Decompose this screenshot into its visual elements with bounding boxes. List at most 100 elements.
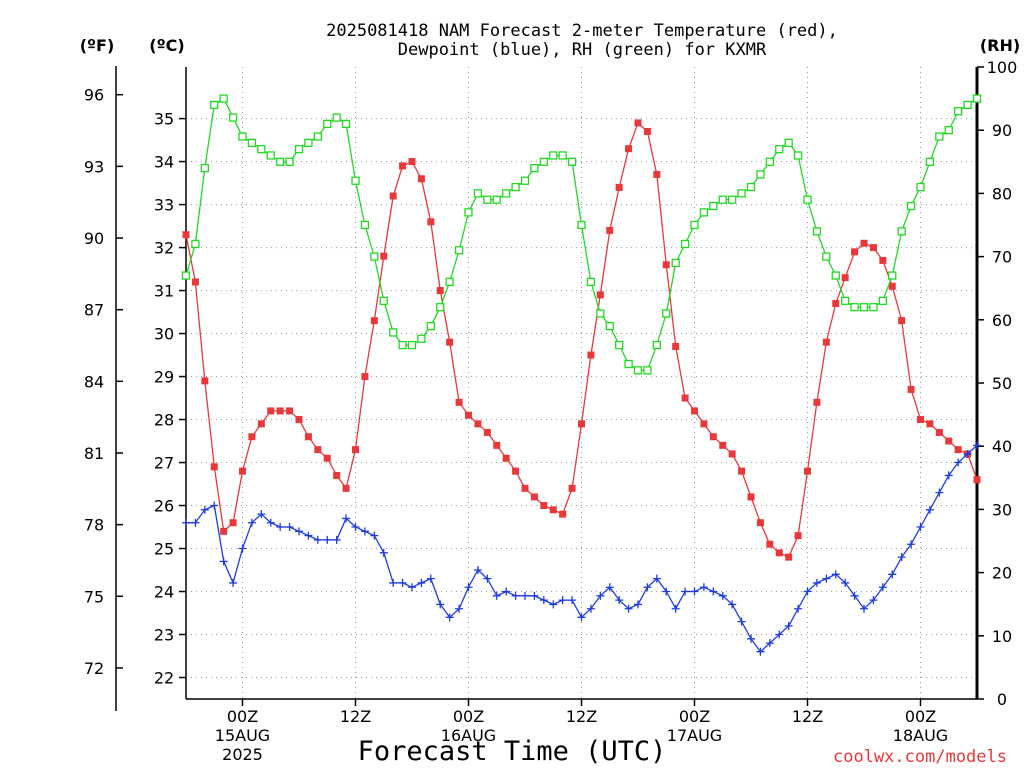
temperature-point (681, 394, 689, 402)
temperature-point (747, 493, 755, 501)
rh-point (445, 277, 454, 287)
temperature-point (333, 471, 341, 479)
dewpoint-point (247, 518, 256, 527)
dewpoint-point (568, 596, 577, 605)
dewpoint-point (464, 583, 473, 592)
rh-point (313, 132, 322, 141)
rh-point (294, 145, 304, 154)
rh-point (897, 227, 906, 236)
rh-point (699, 208, 709, 217)
dewpoint-point (728, 600, 737, 609)
rh-point (360, 220, 370, 230)
temperature-point (879, 256, 887, 264)
rh-point (841, 296, 850, 305)
dewpoint-point (257, 510, 266, 519)
temperature-point (427, 218, 435, 226)
dewpoint-point (935, 488, 944, 497)
rh-point (869, 303, 878, 312)
dewpoint-point (869, 596, 878, 605)
rh-point (539, 157, 548, 166)
temperature-point (540, 502, 548, 510)
dewpoint-point (332, 535, 341, 544)
dewpoint-point (238, 544, 247, 553)
temperature-point (229, 519, 237, 527)
fahrenheit-tick-label: 75 (84, 587, 104, 606)
temperature-point (804, 467, 811, 475)
rh-point (577, 220, 586, 230)
temperature-point (210, 463, 218, 471)
temperature-point (417, 175, 425, 183)
dewpoint-point (313, 535, 322, 544)
rh-point (709, 201, 718, 211)
dewpoint-point (389, 578, 398, 587)
rh-point (662, 309, 671, 318)
temperature-point (756, 519, 764, 527)
temperature-point (436, 287, 444, 295)
rh-tick-label: 30 (992, 500, 1012, 519)
fahrenheit-tick-label: 96 (84, 86, 104, 105)
fahrenheit-tick-label: 90 (84, 229, 104, 248)
temperature-point (907, 385, 915, 393)
dewpoint-point (897, 553, 906, 562)
rh-point (605, 321, 614, 331)
rh-point (803, 195, 812, 204)
temperature-point (587, 351, 595, 359)
rh-point (219, 94, 228, 103)
fahrenheit-tick-label: 84 (84, 372, 104, 391)
temperature-series-line (185, 121, 978, 558)
temperature-point (295, 416, 303, 424)
rh-point (916, 182, 925, 192)
rh-point (680, 239, 690, 249)
dewpoint-point (812, 578, 821, 587)
dewpoint-point (483, 574, 492, 583)
rh-point (793, 151, 803, 160)
x-tick-label: 00Z (453, 707, 484, 726)
dewpoint-point (624, 604, 633, 613)
dewpoint-point (370, 531, 379, 540)
dewpoint-point (718, 591, 727, 600)
dewpoint-point (775, 630, 784, 639)
temperature-point (239, 467, 246, 475)
celsius-tick-label: 31 (154, 282, 174, 301)
temperature-point (455, 398, 463, 406)
temperature-point (615, 183, 623, 191)
temperature-point (869, 244, 877, 252)
dewpoint-point (360, 527, 369, 536)
temperature-point (738, 467, 746, 475)
rh-tick-label: 90 (992, 121, 1012, 140)
rh-point (398, 340, 407, 350)
dewpoint-point (803, 587, 812, 596)
source-credit: coolwx.com/models (833, 747, 1007, 767)
rh-point (332, 113, 341, 122)
temperature-point (502, 454, 510, 462)
dewpoint-point (455, 604, 464, 613)
temperature-point (549, 506, 557, 514)
dewpoint-point (850, 591, 859, 600)
rh-point (492, 195, 501, 204)
rh-point (906, 201, 916, 211)
rh-point (756, 170, 765, 179)
rh-point (200, 163, 209, 173)
dewpoint-point (323, 535, 332, 544)
dewpoint-point (295, 527, 303, 536)
rh-point (643, 366, 652, 375)
fahrenheit-tick-label: 87 (84, 301, 104, 320)
rh-point (718, 195, 727, 204)
temperature-point (465, 411, 472, 419)
dewpoint-point (586, 604, 595, 613)
temperature-point (342, 484, 350, 492)
dewpoint-point (794, 604, 803, 613)
dewpoint-point (342, 514, 351, 523)
temperature-point (719, 441, 727, 449)
rh-tick-label: 20 (992, 564, 1012, 583)
rh-point (925, 157, 935, 166)
rh-tick-label: 50 (992, 374, 1012, 393)
temperature-point (182, 231, 190, 239)
x-tick-day-label: 16AUG (441, 726, 496, 745)
rh-point (417, 334, 426, 343)
rh-point (351, 176, 360, 185)
rh-tick-label: 100 (987, 58, 1018, 77)
x-tick-label: 00Z (679, 707, 710, 726)
dewpoint-point (398, 578, 407, 587)
fahrenheit-unit-label: (ºF) (80, 36, 115, 55)
